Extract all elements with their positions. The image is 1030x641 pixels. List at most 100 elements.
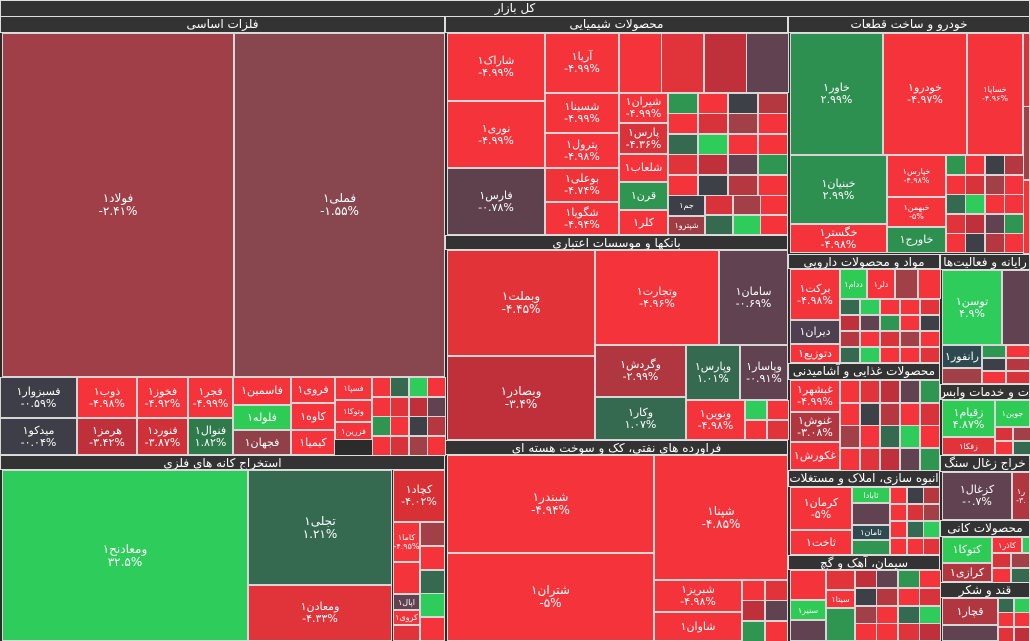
stock-tile[interactable]: خاورج۱ bbox=[887, 227, 946, 253]
stock-tile-unlabeled[interactable] bbox=[985, 175, 1005, 195]
stock-tile[interactable]: دلر۱ bbox=[867, 269, 895, 299]
stock-tile[interactable]: فسبزوار۱ -۰.۵۹% bbox=[0, 377, 77, 418]
stock-tile[interactable]: ر۱ -۳. bbox=[1012, 472, 1030, 520]
stock-tile-unlabeled[interactable] bbox=[705, 215, 733, 235]
stock-tile-unlabeled[interactable] bbox=[372, 397, 391, 417]
stock-tile[interactable]: شپترو۱ bbox=[668, 216, 705, 235]
stock-tile-unlabeled[interactable] bbox=[1004, 233, 1024, 253]
stock-tile-unlabeled[interactable] bbox=[919, 570, 941, 588]
stock-tile-unlabeled[interactable] bbox=[742, 600, 765, 621]
stock-tile[interactable]: دیران۱ bbox=[790, 320, 840, 344]
stock-tile[interactable]: غنوش۱ -۳.۰۸% bbox=[790, 412, 840, 442]
stock-tile-unlabeled[interactable] bbox=[765, 580, 788, 601]
stock-tile-unlabeled[interactable] bbox=[1013, 441, 1030, 455]
stock-tile[interactable]: شاوان۱ bbox=[654, 612, 742, 641]
stock-tile-unlabeled[interactable] bbox=[876, 606, 898, 624]
stock-tile-unlabeled[interactable] bbox=[920, 299, 940, 315]
stock-tile[interactable]: فملی۱ -۱.۵۵% bbox=[234, 33, 445, 377]
stock-tile-unlabeled[interactable] bbox=[965, 194, 985, 214]
stock-tile-unlabeled[interactable] bbox=[767, 420, 789, 440]
stock-tile-unlabeled[interactable] bbox=[855, 570, 877, 588]
stock-tile-unlabeled[interactable] bbox=[668, 134, 698, 155]
stock-tile-unlabeled[interactable] bbox=[733, 195, 761, 215]
sector-header[interactable]: خودرو و ساخت قطعات bbox=[788, 16, 1030, 33]
stock-tile-unlabeled[interactable] bbox=[920, 347, 940, 363]
sector-header[interactable]: فلزات اساسی bbox=[0, 16, 445, 33]
stock-tile-unlabeled[interactable] bbox=[907, 487, 924, 504]
stock-tile-unlabeled[interactable] bbox=[890, 487, 907, 504]
stock-tile-unlabeled[interactable] bbox=[907, 504, 924, 521]
stock-tile[interactable]: خگستر۱ -۴.۹۸% bbox=[790, 224, 887, 253]
stock-tile[interactable]: توسن۱ ۴.۹% bbox=[942, 270, 1002, 345]
stock-tile-unlabeled[interactable] bbox=[920, 380, 940, 403]
stock-tile[interactable]: فارس۱ -۰.۷۸% bbox=[447, 168, 545, 235]
stock-tile-unlabeled[interactable] bbox=[923, 487, 940, 504]
stock-tile[interactable]: جوین۱ bbox=[995, 400, 1030, 427]
stock-tile[interactable]: خساپا۱ -۴.۹۶% bbox=[967, 33, 1023, 155]
stock-tile[interactable]: سنیر۱ bbox=[790, 600, 826, 620]
stock-tile-unlabeled[interactable] bbox=[852, 503, 890, 525]
stock-tile-unlabeled[interactable] bbox=[900, 380, 920, 403]
stock-tile[interactable]: کچاد۱ -۴.۰۲% bbox=[393, 470, 445, 522]
stock-tile-unlabeled[interactable] bbox=[698, 93, 728, 114]
stock-tile-unlabeled[interactable] bbox=[742, 621, 765, 641]
sector-header[interactable]: سیمان، آهک و گچ bbox=[788, 555, 940, 570]
stock-tile-unlabeled[interactable] bbox=[668, 175, 698, 196]
stock-tile-unlabeled[interactable] bbox=[900, 347, 920, 363]
stock-tile[interactable]: فلوله۱ bbox=[233, 405, 291, 430]
stock-tile-unlabeled[interactable] bbox=[728, 154, 758, 175]
stock-tile-unlabeled[interactable] bbox=[840, 315, 860, 331]
sector-header[interactable]: استخراج کانه های فلزی bbox=[0, 455, 445, 470]
stock-tile[interactable]: برکت۱ -۴.۹۸% bbox=[790, 269, 840, 320]
stock-tile[interactable]: فاسمین۱ bbox=[233, 377, 291, 405]
stock-tile[interactable]: وبصادر۱ -۳.۴% bbox=[447, 356, 595, 440]
stock-tile[interactable]: دتوزیع۱ bbox=[790, 344, 840, 363]
stock-tile-unlabeled[interactable] bbox=[946, 175, 966, 195]
stock-tile-unlabeled[interactable] bbox=[855, 588, 877, 606]
stock-tile-unlabeled[interactable] bbox=[826, 570, 855, 590]
stock-tile[interactable]: وتجارت۱ -۴.۹۶% bbox=[595, 250, 719, 345]
stock-tile-unlabeled[interactable] bbox=[876, 588, 898, 606]
stock-tile-unlabeled[interactable] bbox=[765, 621, 788, 641]
stock-tile[interactable]: وگردش۱ -۲.۹۹% bbox=[595, 345, 686, 397]
stock-tile-unlabeled[interactable] bbox=[790, 570, 826, 600]
stock-tile-unlabeled[interactable] bbox=[420, 570, 445, 594]
stock-tile[interactable]: کاذر۱ bbox=[992, 537, 1022, 553]
stock-tile-unlabeled[interactable] bbox=[728, 175, 758, 196]
stock-tile[interactable]: اپال۱ bbox=[393, 594, 420, 610]
stock-tile-unlabeled[interactable] bbox=[995, 427, 1013, 441]
stock-tile-unlabeled[interactable] bbox=[420, 617, 445, 641]
stock-tile-unlabeled[interactable] bbox=[985, 155, 1005, 175]
stock-tile-unlabeled[interactable] bbox=[942, 625, 998, 641]
stock-tile-unlabeled[interactable] bbox=[876, 570, 898, 588]
stock-tile-unlabeled[interactable] bbox=[900, 315, 920, 331]
stock-tile-unlabeled[interactable] bbox=[890, 538, 907, 555]
stock-tile-unlabeled[interactable] bbox=[758, 134, 788, 155]
stock-tile-unlabeled[interactable] bbox=[946, 214, 966, 234]
stock-tile-unlabeled[interactable] bbox=[420, 546, 445, 570]
stock-tile[interactable]: پارس۱ -۴.۳۶% bbox=[619, 123, 668, 154]
stock-tile-unlabeled[interactable] bbox=[840, 299, 860, 315]
stock-tile[interactable]: کرمان۱ -۵% bbox=[790, 487, 852, 530]
stock-tile-unlabeled[interactable] bbox=[992, 568, 1011, 583]
stock-tile-unlabeled[interactable] bbox=[765, 600, 788, 621]
stock-tile[interactable]: فخوز۱ -۴.۹۲% bbox=[137, 377, 188, 418]
stock-tile[interactable]: فولاد۱ -۲.۴۱% bbox=[2, 33, 234, 377]
stock-tile[interactable]: فجر۱ -۴.۹۹% bbox=[188, 377, 233, 418]
stock-tile[interactable]: سامان۱ -۰.۶۹% bbox=[719, 250, 788, 345]
stock-tile[interactable]: کتوکا۱ bbox=[942, 537, 992, 563]
stock-tile[interactable]: خودرو۱ -۴.۹۷% bbox=[883, 33, 967, 155]
stock-tile[interactable]: شبریز۱ -۴.۹۸% bbox=[654, 580, 742, 612]
stock-tile-unlabeled[interactable] bbox=[427, 377, 446, 397]
stock-tile-unlabeled[interactable] bbox=[393, 625, 420, 641]
stock-tile[interactable]: شیران۱ -۴.۹۹% bbox=[619, 93, 668, 123]
stock-tile-unlabeled[interactable] bbox=[1011, 568, 1030, 583]
sector-header[interactable]: محصولات شیمیایی bbox=[445, 16, 788, 33]
stock-tile-unlabeled[interactable] bbox=[1011, 553, 1030, 568]
stock-tile[interactable]: فروی۱ bbox=[291, 377, 335, 403]
stock-tile-unlabeled[interactable] bbox=[746, 33, 789, 93]
stock-tile-unlabeled[interactable] bbox=[920, 403, 940, 426]
stock-tile-unlabeled[interactable] bbox=[860, 347, 880, 363]
stock-tile[interactable]: خپارس۱ -۴.۹۸% bbox=[887, 155, 946, 197]
stock-tile[interactable]: غکورش۱ bbox=[790, 442, 840, 470]
